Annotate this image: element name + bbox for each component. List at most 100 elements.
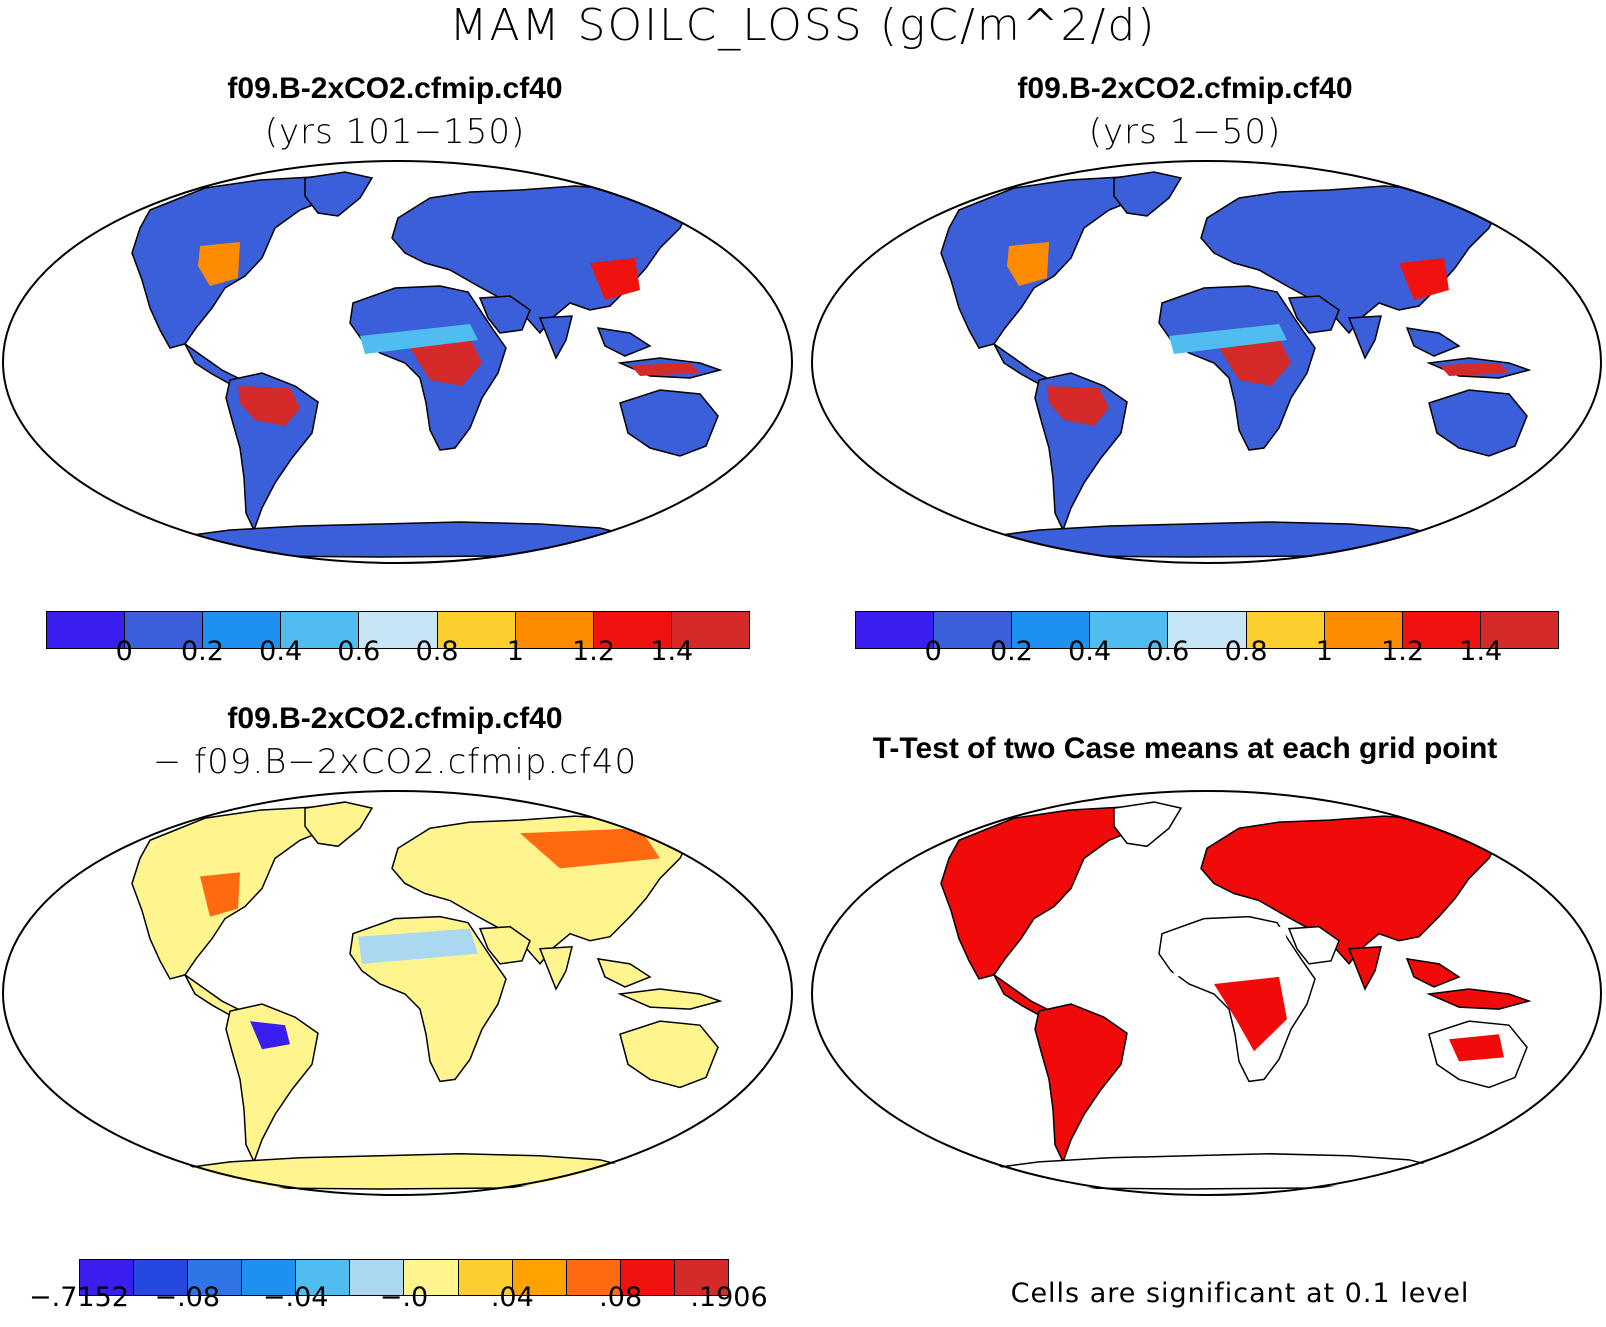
colorbar-tick-label: 0: [115, 636, 133, 667]
panel-1-title: f09.B-2xCO2.cfmip.cf40: [227, 72, 563, 105]
field-sahel: [1169, 324, 1287, 354]
colorbar-tick-label: .1906: [690, 1282, 768, 1313]
colorbar-panel-2: [855, 611, 1559, 649]
continent-india: [1347, 945, 1382, 991]
continent-seAsia: [596, 957, 652, 988]
map-panel-3: [2, 790, 793, 1196]
colorbar-swatch: [47, 612, 126, 648]
figure-title: MAM SOILC_LOSS (gC/m^2/d): [449, 0, 1157, 51]
colorbar-swatch: [359, 612, 438, 648]
colorbar-tick-label: 0.4: [259, 636, 303, 667]
colorbar-tick-label: −.08: [154, 1282, 221, 1313]
field-siberia-warm: [520, 828, 660, 869]
continent-arabia: [1287, 925, 1340, 965]
field-australia-sig: [1449, 1034, 1504, 1062]
continent-australia: [1428, 389, 1528, 457]
panel-3-title: f09.B-2xCO2.cfmip.cf40: [227, 702, 563, 735]
continent-india: [538, 945, 573, 991]
colorbar-swatch: [674, 1260, 728, 1295]
continent-australia: [619, 1020, 719, 1089]
panel-4-title: T-Test of two Case means at each grid po…: [872, 732, 1498, 765]
panel-2-title: f09.B-2xCO2.cfmip.cf40: [1017, 72, 1353, 105]
continent-australia: [619, 389, 719, 457]
field-east-us-warm: [200, 872, 240, 917]
field-sahara-light: [358, 928, 478, 964]
colorbar-swatch: [1012, 612, 1091, 648]
continent-indonesia: [1426, 988, 1532, 1010]
field-amazon: [238, 386, 300, 426]
field-central-africa: [1219, 338, 1291, 386]
colorbar-panel-3: [79, 1259, 729, 1296]
colorbar-tick-label: 0.6: [337, 636, 381, 667]
colorbar-tick-label: 0.6: [1146, 636, 1190, 667]
field-indonesia-hot: [1439, 363, 1509, 376]
field-east-china: [590, 258, 640, 300]
colorbar-tick-label: −.0: [379, 1282, 429, 1313]
colorbar-swatch: [566, 1260, 621, 1295]
colorbar-swatch: [1402, 612, 1481, 648]
map-border: [2, 790, 793, 1196]
map-border: [811, 160, 1602, 564]
colorbar-swatch: [242, 1260, 297, 1295]
colorbar-tick-label: 1.2: [572, 636, 616, 667]
colorbar-tick-label: 0.2: [989, 636, 1033, 667]
continent-greenland: [304, 171, 374, 217]
colorbar-swatch: [437, 612, 516, 648]
colorbar-tick-label: .04: [490, 1282, 534, 1313]
field-sahel: [360, 324, 478, 354]
colorbar-swatch: [1324, 612, 1403, 648]
continent-arabia: [478, 295, 531, 334]
colorbar-swatch: [1480, 612, 1558, 648]
colorbar-tick-label: 1.4: [650, 636, 694, 667]
continent-arabia: [478, 925, 531, 965]
field-africa-sig: [1214, 976, 1287, 1052]
colorbar-swatch: [134, 1260, 189, 1295]
colorbar-tick-label: .08: [599, 1282, 643, 1313]
map-panel-4: [811, 790, 1602, 1196]
field-amazon: [1047, 386, 1109, 426]
field-east-us: [1007, 242, 1049, 286]
colorbar-swatch: [80, 1260, 135, 1295]
colorbar-tick-label: 0: [924, 636, 942, 667]
colorbar-swatch: [350, 1260, 405, 1295]
continent-greenland: [304, 801, 374, 848]
colorbar-swatch: [125, 612, 204, 648]
map-panel-1: [2, 160, 793, 564]
colorbar-swatch: [281, 612, 360, 648]
continent-india: [1347, 315, 1382, 360]
panel-3-subtitle: − f09.B−2xCO2.cfmip.cf40: [152, 742, 638, 782]
field-sahara-white: [1169, 926, 1291, 977]
colorbar-swatch: [203, 612, 282, 648]
continent-indonesia: [617, 988, 723, 1010]
continent-arabia: [1287, 295, 1340, 334]
continent-greenland: [1113, 801, 1183, 848]
colorbar-swatch: [856, 612, 935, 648]
colorbar-panel-1: [46, 611, 750, 649]
field-amazon-cold: [250, 1021, 290, 1050]
colorbar-swatch: [404, 1260, 459, 1295]
colorbar-tick-label: −.7152: [29, 1282, 129, 1313]
field-east-china: [1399, 258, 1449, 300]
colorbar-swatch: [1168, 612, 1247, 648]
continent-europeAsia: [1200, 815, 1500, 966]
colorbar-tick-label: 0.4: [1068, 636, 1112, 667]
continent-greenland: [1113, 171, 1183, 217]
map-panel-2: [811, 160, 1602, 564]
colorbar-tick-label: 0.8: [415, 636, 459, 667]
colorbar-swatch: [512, 1260, 567, 1295]
continent-seAsia: [1405, 957, 1461, 988]
colorbar-tick-label: 1.2: [1381, 636, 1425, 667]
colorbar-swatch: [296, 1260, 351, 1295]
panel-1-subtitle: (yrs 101−150): [264, 112, 526, 152]
field-central-africa: [410, 338, 482, 386]
colorbar-tick-label: 0.8: [1224, 636, 1268, 667]
colorbar-swatch: [1246, 612, 1325, 648]
continent-india: [538, 315, 573, 360]
significance-note: Cells are significant at 0.1 level: [1010, 1278, 1470, 1309]
colorbar-tick-label: 0.2: [180, 636, 224, 667]
continent-southAmerica: [225, 1003, 319, 1164]
field-indonesia-hot: [630, 363, 700, 376]
map-border: [811, 790, 1602, 1196]
map-border: [2, 160, 793, 564]
colorbar-swatch: [188, 1260, 243, 1295]
